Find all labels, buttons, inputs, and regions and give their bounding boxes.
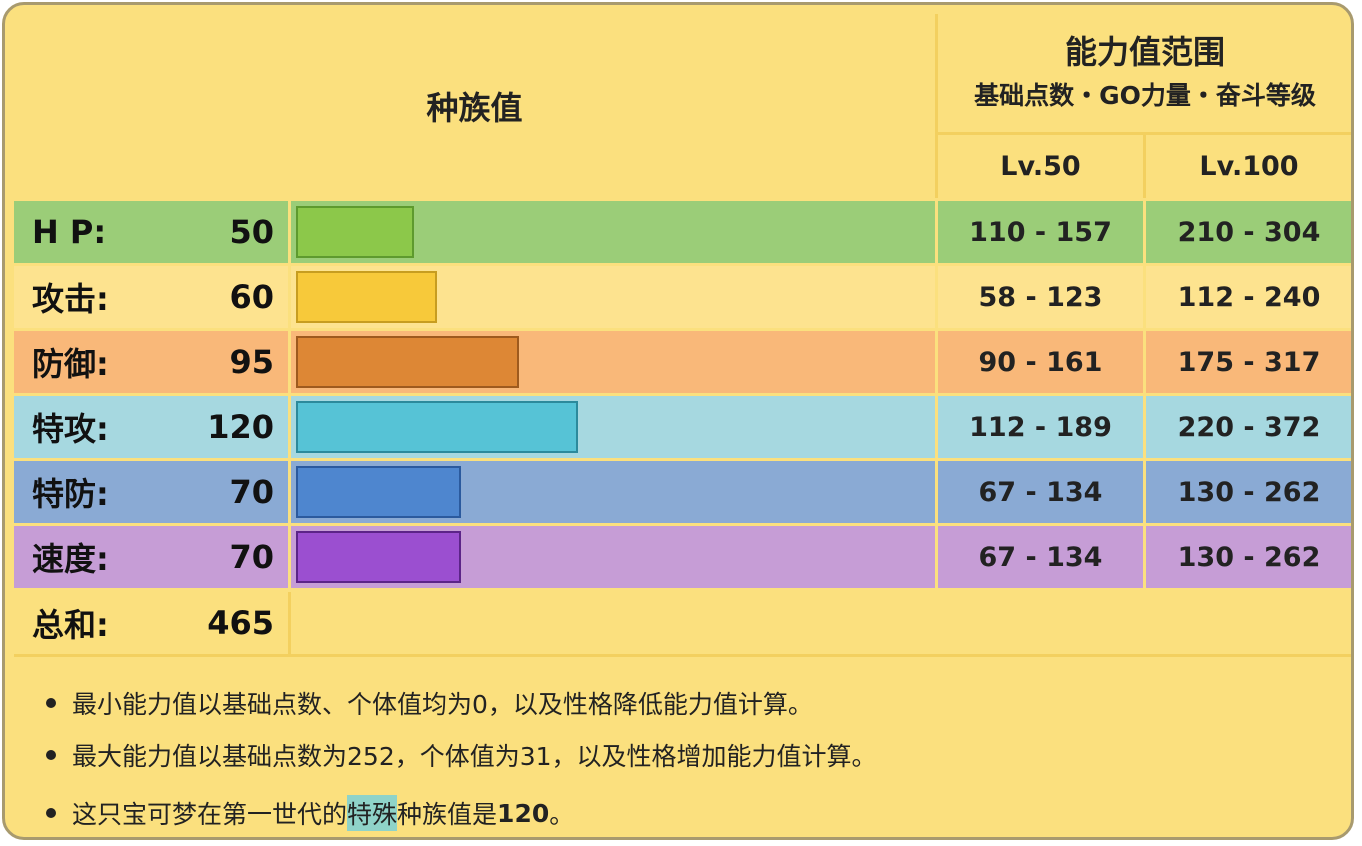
total-label: 总和: bbox=[32, 606, 109, 644]
note-gen1-pre: 这只宝可梦在第一世代的 bbox=[72, 800, 348, 829]
lv50-range: 67 - 134 bbox=[938, 526, 1143, 588]
stat-label-cell: 速度: 70 bbox=[14, 526, 288, 588]
bullet-icon bbox=[46, 808, 56, 818]
stat-label-cell: H P: 50 bbox=[14, 201, 288, 263]
range-subtitle: 基础点数・GO力量・奋斗等级 bbox=[974, 81, 1316, 110]
total-row: 总和: 465 bbox=[14, 592, 288, 654]
total-value: 465 bbox=[207, 604, 274, 642]
stat-label: 特攻: bbox=[32, 410, 109, 448]
stat-value: 95 bbox=[229, 343, 274, 381]
stat-label-cell: 攻击: 60 bbox=[14, 266, 288, 328]
stat-bar bbox=[296, 206, 414, 258]
stat-bar bbox=[296, 531, 461, 583]
stat-bar bbox=[296, 401, 578, 453]
note-gen1-mid: 种族值是 bbox=[397, 800, 498, 829]
stat-value: 70 bbox=[229, 538, 274, 576]
note-gen1-end: 。 bbox=[549, 800, 575, 829]
note-min: 最小能力值以基础点数、个体值均为0，以及性格降低能力值计算。 bbox=[46, 685, 813, 721]
lv50-range: 58 - 123 bbox=[938, 266, 1143, 328]
bullet-icon bbox=[46, 698, 56, 708]
stat-value: 60 bbox=[229, 278, 274, 316]
bullet-icon bbox=[46, 750, 56, 760]
total-divider bbox=[288, 592, 291, 654]
stat-value: 50 bbox=[229, 213, 274, 251]
range-header-divider bbox=[938, 132, 1351, 135]
range-header: 能力值范围 基础点数・GO力量・奋斗等级 bbox=[938, 14, 1351, 132]
stat-bar bbox=[296, 466, 461, 518]
lv50-range: 67 - 134 bbox=[938, 461, 1143, 523]
lv50-range: 110 - 157 bbox=[938, 201, 1143, 263]
stat-bar-track bbox=[291, 266, 935, 328]
stat-bar bbox=[296, 336, 519, 388]
stat-bar-track bbox=[291, 396, 935, 458]
header-divider bbox=[935, 14, 938, 198]
stat-bar bbox=[296, 271, 437, 323]
notes-divider bbox=[14, 654, 1351, 657]
lv100-range: 112 - 240 bbox=[1146, 266, 1351, 328]
stat-bar-track bbox=[291, 461, 935, 523]
lv100-range: 130 - 262 bbox=[1146, 526, 1351, 588]
note-gen1-value: 120 bbox=[497, 798, 550, 828]
stat-bar-track bbox=[291, 331, 935, 393]
note-min-text: 最小能力值以基础点数、个体值均为0，以及性格降低能力值计算。 bbox=[72, 690, 813, 719]
stat-label: 攻击: bbox=[32, 280, 109, 318]
stat-label-cell: 特攻: 120 bbox=[14, 396, 288, 458]
special-link[interactable]: 特殊 bbox=[347, 795, 398, 831]
note-gen1: 这只宝可梦在第一世代的 特殊 种族值是 120。 bbox=[46, 795, 574, 831]
level-divider bbox=[1143, 135, 1146, 198]
lv100-range: 210 - 304 bbox=[1146, 201, 1351, 263]
stat-label: 速度: bbox=[32, 540, 109, 578]
stat-bar-track bbox=[291, 526, 935, 588]
note-max-text: 最大能力值以基础点数为252，个体值为31，以及性格增加能力值计算。 bbox=[72, 742, 877, 771]
notes-section: 最小能力值以基础点数、个体值均为0，以及性格降低能力值计算。 最大能力值以基础点… bbox=[14, 657, 1351, 837]
lv100-header: Lv.100 bbox=[1199, 151, 1299, 182]
lv50-range: 90 - 161 bbox=[938, 331, 1143, 393]
lv50-header: Lv.50 bbox=[1000, 151, 1081, 182]
stat-value: 120 bbox=[207, 408, 274, 446]
stat-bar-track bbox=[291, 201, 935, 263]
stat-label-cell: 特防: 70 bbox=[14, 461, 288, 523]
lv50-range: 112 - 189 bbox=[938, 396, 1143, 458]
note-max: 最大能力值以基础点数为252，个体值为31，以及性格增加能力值计算。 bbox=[46, 737, 877, 773]
stat-label: H P: bbox=[32, 213, 107, 251]
range-title: 能力值范围 bbox=[1064, 33, 1225, 71]
stat-label: 特防: bbox=[32, 475, 109, 513]
stat-label: 防御: bbox=[32, 345, 109, 383]
stat-value: 70 bbox=[229, 473, 274, 511]
stat-label-cell: 防御: 95 bbox=[14, 331, 288, 393]
base-stats-header: 种族值 bbox=[426, 89, 523, 127]
lv100-range: 220 - 372 bbox=[1146, 396, 1351, 458]
lv100-range: 130 - 262 bbox=[1146, 461, 1351, 523]
lv100-range: 175 - 317 bbox=[1146, 331, 1351, 393]
